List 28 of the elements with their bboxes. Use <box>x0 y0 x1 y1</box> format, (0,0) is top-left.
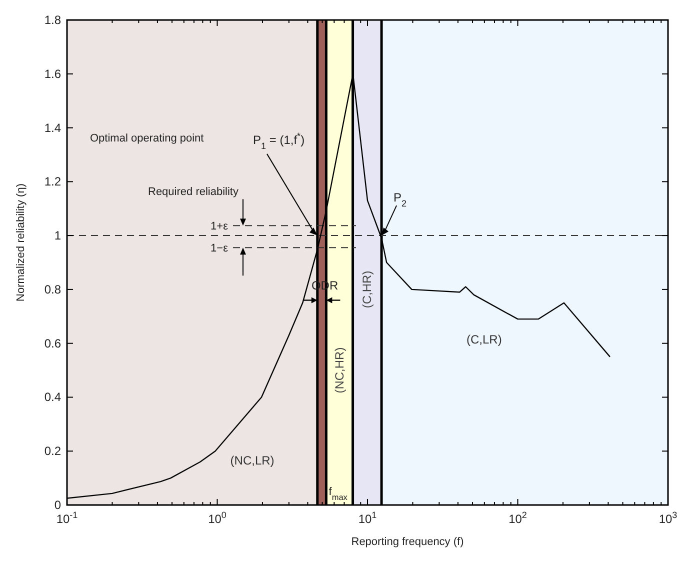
band-label: (NC,HR) <box>332 347 346 394</box>
x-tick-label: 10$^{2}$ <box>508 510 527 526</box>
y-tick-label: 1.2 <box>44 174 62 189</box>
x-tick-label: 10$^{3}$ <box>658 510 678 526</box>
annotation: P$_{2}$ <box>394 190 407 209</box>
y-tick-label: 0.2 <box>44 444 62 458</box>
y-tick-label: 1.8 <box>44 13 62 27</box>
y-tick-label: 1.6 <box>44 66 62 81</box>
annotation: Required reliability <box>148 186 239 198</box>
x-tick-label: 10$^{-1}$ <box>56 510 78 526</box>
band-label: (C,LR) <box>466 332 502 346</box>
y-axis-title: Normalized reliability (η) <box>15 184 27 302</box>
y-tick-label: 0.8 <box>44 282 62 296</box>
annotation: f$_{max}$ <box>328 486 348 502</box>
x-axis-title: Reporting frequency (f) <box>351 536 464 548</box>
x-tick-label: 10$^{1}$ <box>358 510 377 526</box>
ref-line-label: 1−ε <box>210 242 228 255</box>
ref-line-label: 1+ε <box>210 220 228 233</box>
y-tick-label: 0.4 <box>44 390 62 404</box>
y-tick-label: 1.4 <box>44 120 62 135</box>
annotation: P$_{1}$ = (1,f$^{*}$) <box>253 130 305 151</box>
y-tick-label: 1 <box>54 228 62 243</box>
y-tick-label: 0.6 <box>44 336 62 350</box>
y-tick-label: 0 <box>54 498 62 512</box>
annotation: Optimal operating point <box>90 132 204 144</box>
x-tick-label: 10$^{0}$ <box>208 510 226 526</box>
band-label: (C,HR) <box>360 270 374 308</box>
band-label: (NC,LR) <box>230 454 274 468</box>
